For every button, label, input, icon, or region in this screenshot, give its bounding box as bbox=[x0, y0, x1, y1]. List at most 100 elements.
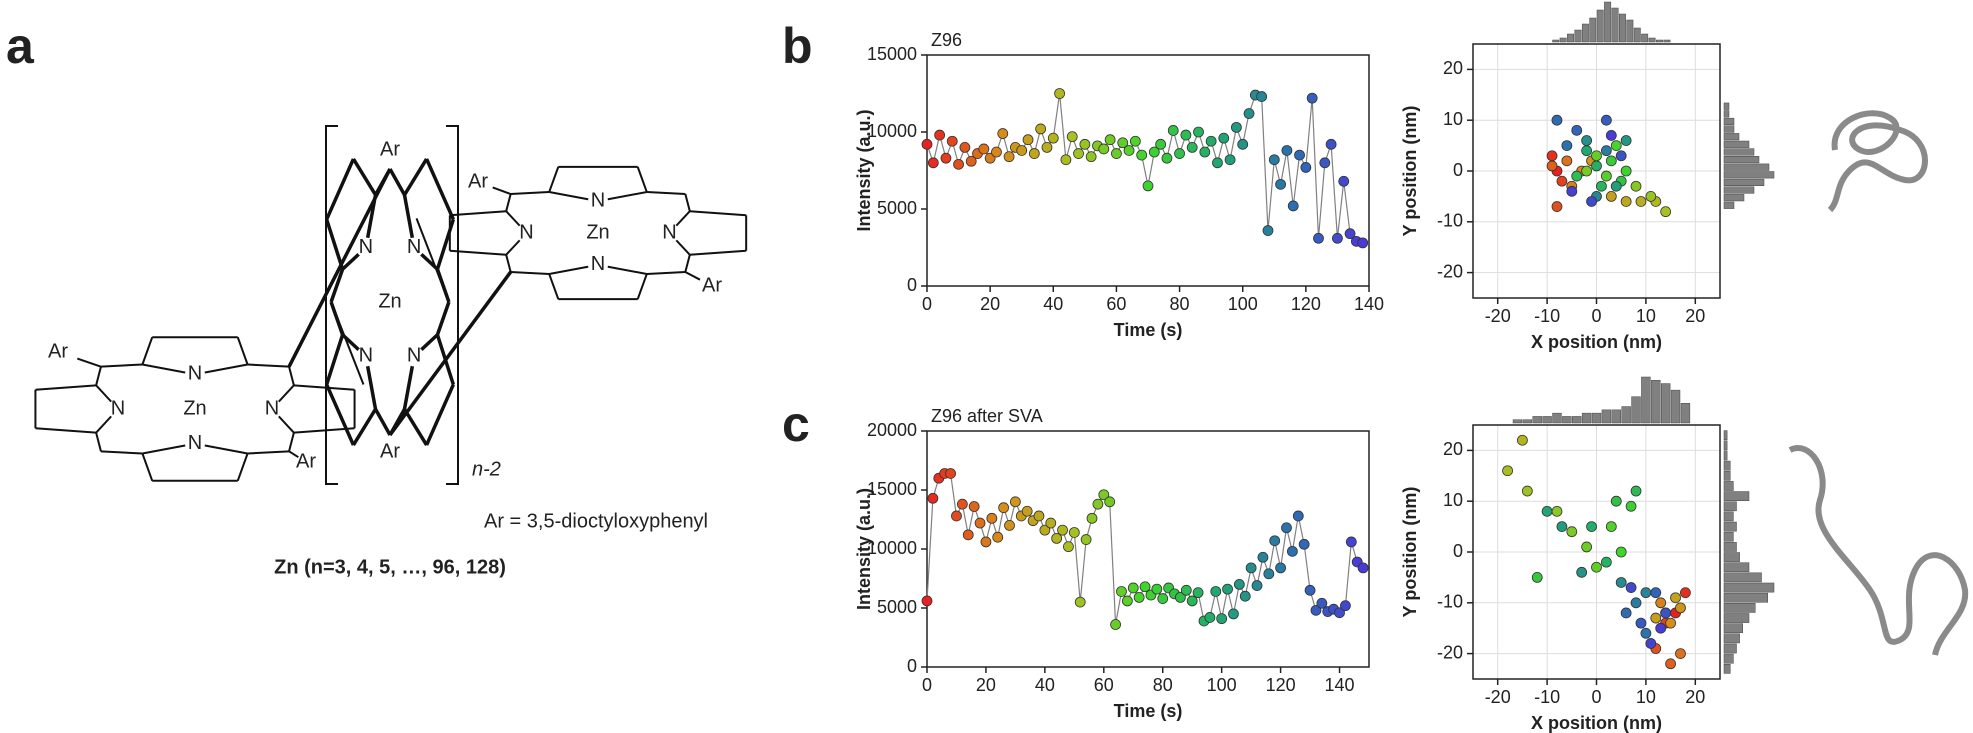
bond bbox=[492, 186, 512, 195]
y-tick-label: 10 bbox=[1443, 109, 1463, 129]
plot-frame bbox=[1472, 43, 1721, 299]
atom-bg bbox=[516, 223, 537, 243]
point bbox=[1281, 145, 1293, 156]
histogram-bar bbox=[1611, 409, 1621, 424]
point bbox=[1079, 138, 1091, 150]
histogram-bar bbox=[1581, 23, 1589, 43]
atom-bg bbox=[404, 237, 425, 258]
point bbox=[1057, 524, 1068, 536]
bond bbox=[689, 249, 747, 256]
bond bbox=[388, 168, 407, 196]
atom-label: Zn bbox=[586, 221, 609, 243]
atom-bg bbox=[588, 254, 608, 275]
histogram-bar bbox=[1621, 406, 1631, 424]
point bbox=[1263, 568, 1275, 580]
point bbox=[1630, 597, 1642, 609]
point bbox=[1003, 151, 1015, 163]
point bbox=[1256, 91, 1268, 102]
point bbox=[1546, 150, 1558, 162]
point bbox=[1620, 607, 1632, 619]
point bbox=[1680, 587, 1691, 599]
point bbox=[1517, 434, 1528, 446]
x-tick-label: 40 bbox=[1035, 675, 1055, 695]
histogram-bar bbox=[1723, 501, 1737, 512]
x-tick-label: 20 bbox=[976, 675, 996, 695]
point bbox=[1605, 130, 1617, 141]
point bbox=[1129, 135, 1141, 147]
bond bbox=[325, 158, 356, 221]
point bbox=[945, 468, 956, 479]
point bbox=[1625, 500, 1637, 512]
point bbox=[921, 595, 933, 607]
bond bbox=[684, 193, 691, 212]
point bbox=[1035, 123, 1047, 135]
histogram-bar bbox=[1663, 39, 1671, 43]
histogram-bar bbox=[1589, 17, 1597, 43]
histogram-bar bbox=[1631, 396, 1641, 424]
point bbox=[1310, 604, 1322, 616]
point bbox=[1060, 154, 1072, 166]
y-tick-label: 5000 bbox=[877, 597, 917, 617]
point bbox=[1581, 541, 1593, 553]
atom-label: Zn bbox=[378, 290, 401, 312]
point bbox=[1228, 608, 1239, 620]
point bbox=[1098, 489, 1110, 501]
histogram-bar bbox=[1542, 416, 1552, 424]
x-tick-label: 20 bbox=[980, 294, 1000, 314]
point bbox=[1180, 584, 1192, 596]
atom-bg bbox=[404, 346, 425, 367]
point bbox=[1243, 108, 1255, 119]
point bbox=[1635, 617, 1647, 629]
point bbox=[1074, 596, 1086, 608]
point bbox=[1620, 196, 1632, 207]
point bbox=[1199, 146, 1211, 158]
point bbox=[1304, 584, 1316, 596]
point bbox=[997, 128, 1009, 139]
bond bbox=[403, 158, 429, 196]
point bbox=[1063, 541, 1074, 553]
point bbox=[1300, 162, 1312, 173]
x-tick-label: 80 bbox=[1170, 294, 1190, 314]
atom-bg bbox=[185, 364, 205, 385]
y-tick-label: 0 bbox=[907, 656, 917, 676]
point bbox=[1581, 135, 1593, 146]
point bbox=[1073, 148, 1084, 159]
point bbox=[1541, 505, 1553, 517]
x-tick-label: 0 bbox=[1591, 687, 1601, 707]
point bbox=[1591, 150, 1602, 162]
point bbox=[1615, 577, 1627, 588]
histogram-bar bbox=[1562, 416, 1572, 424]
point bbox=[1139, 581, 1151, 593]
point bbox=[1357, 237, 1369, 249]
histogram-bar bbox=[1723, 194, 1745, 202]
histogram-bar bbox=[1512, 419, 1523, 424]
point bbox=[1591, 561, 1602, 573]
histogram-bar bbox=[1723, 603, 1756, 613]
point bbox=[1600, 145, 1612, 157]
point bbox=[992, 531, 1004, 543]
point bbox=[1186, 595, 1198, 607]
point bbox=[1615, 546, 1627, 558]
point bbox=[927, 492, 939, 504]
x-tick-label: 20 bbox=[1685, 306, 1705, 326]
point bbox=[1281, 522, 1292, 534]
histogram-bar bbox=[1723, 470, 1731, 481]
bond bbox=[505, 193, 512, 212]
bond bbox=[636, 273, 648, 300]
point bbox=[978, 143, 990, 155]
point bbox=[1551, 505, 1563, 517]
y-tick-label: -20 bbox=[1437, 642, 1463, 662]
point bbox=[1586, 521, 1597, 532]
histogram-bar bbox=[1670, 389, 1681, 424]
point bbox=[946, 135, 958, 147]
atom-bg bbox=[185, 433, 205, 454]
atom-label: N bbox=[359, 236, 373, 258]
x-tick-label: 60 bbox=[1106, 294, 1126, 314]
histogram-bar bbox=[1656, 39, 1663, 43]
bond bbox=[325, 383, 356, 446]
point bbox=[1136, 149, 1148, 161]
point bbox=[1262, 225, 1274, 236]
x-tick-label: 100 bbox=[1207, 675, 1237, 695]
y-tick-label: 0 bbox=[907, 275, 917, 295]
point bbox=[1121, 595, 1133, 607]
